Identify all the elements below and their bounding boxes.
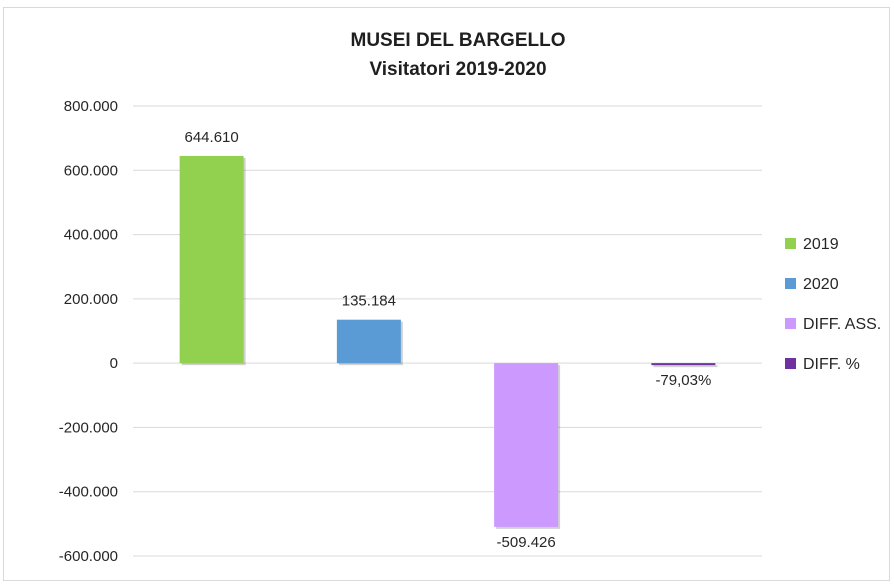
data-label: 644.610 (185, 129, 239, 146)
y-axis-tick-labels: 800.000 600.000 400.000 200.000 0 -200.000 -40… (59, 98, 118, 565)
y-tick-label: -600.000 (59, 548, 118, 565)
y-tick-label: -200.000 (59, 419, 118, 436)
legend-swatch (785, 238, 796, 249)
legend-label: 2019 (803, 236, 839, 253)
legend-swatch (785, 358, 796, 369)
legend-label: 2020 (803, 276, 839, 293)
bars (179, 155, 718, 529)
bar-2019 (179, 155, 244, 364)
y-tick-label: 400.000 (64, 227, 118, 244)
bar-2020 (336, 319, 401, 364)
y-tick-label: 600.000 (64, 162, 118, 179)
legend-swatch (785, 278, 796, 289)
chart-title: MUSEI DEL BARGELLO (351, 30, 566, 51)
chart-frame (3, 7, 890, 581)
bar-diff-ass (494, 363, 559, 527)
chart-subtitle: Visitatori 2019-2020 (369, 59, 546, 80)
data-labels: 644.610 135.184 -509.426 -79,03% (185, 129, 712, 551)
y-tick-label: 0 (110, 355, 118, 372)
data-label: 135.184 (342, 293, 396, 310)
bar-shadow (653, 365, 718, 368)
data-label: -79,03% (655, 372, 711, 389)
legend-swatch (785, 318, 796, 329)
bar-diff (651, 363, 716, 366)
legend-label: DIFF. % (803, 356, 860, 373)
legend: 2019 2020 DIFF. ASS. DIFF. % (785, 236, 881, 373)
y-tick-label: 200.000 (64, 291, 118, 308)
y-tick-label: 800.000 (64, 98, 118, 115)
legend-label: DIFF. ASS. (803, 316, 881, 333)
data-label: -509.426 (497, 534, 556, 551)
y-tick-label: -400.000 (59, 484, 118, 501)
